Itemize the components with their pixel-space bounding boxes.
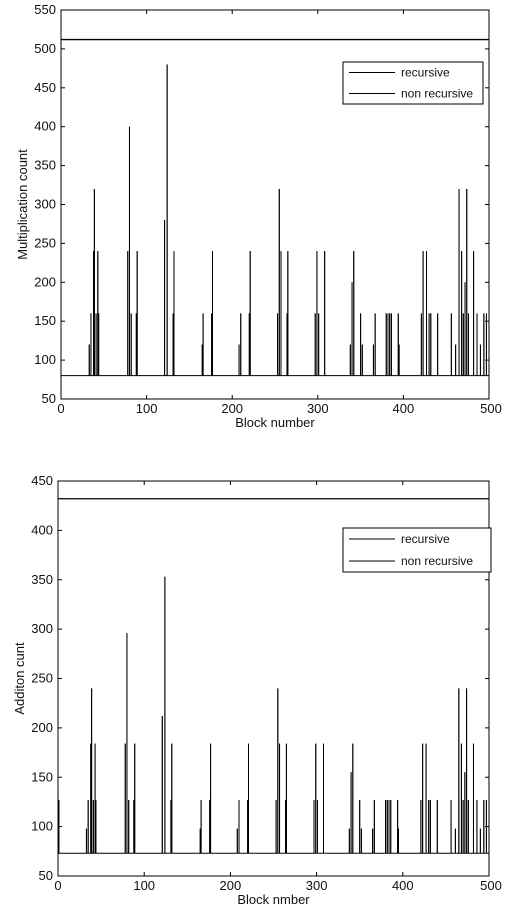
y-axis-ticks: 50 100 150 200 250 300 350 400 450 500 550 [34,2,489,406]
y-tick-label: 400 [31,522,53,537]
y-tick-label: 200 [31,720,53,735]
y-tick-label: 100 [34,352,56,367]
y-tick-label: 250 [34,235,56,250]
y-tick-label: 400 [34,119,56,134]
y-tick-label: 150 [34,313,56,328]
y-tick-label: 450 [31,473,53,488]
legend: recursive non recursive [342,527,492,573]
legend: recursive non recursive [342,61,484,105]
y-tick-label: 550 [34,2,56,17]
x-tick-label: 400 [393,401,415,416]
x-tick-label: 300 [307,401,329,416]
x-tick-label: 100 [136,401,158,416]
y-tick-label: 50 [39,868,53,883]
y-tick-label: 500 [34,41,56,56]
x-tick-label: 500 [480,401,502,416]
x-axis-label: Block number [235,415,315,430]
y-tick-label: 100 [31,819,53,834]
x-tick-label: 400 [392,878,414,893]
x-axis-ticks: 0 100 200 300 400 500 [54,481,502,893]
y-axis-ticks: 50 100 150 200 250 300 350 400 450 [31,473,489,883]
y-tick-label: 200 [34,274,56,289]
x-tick-label: 200 [220,878,242,893]
x-axis-label: Block nmber [237,892,310,907]
x-tick-label: 200 [221,401,243,416]
y-tick-label: 150 [31,769,53,784]
legend-label-non-recursive: non recursive [401,554,473,568]
legend-label-recursive: recursive [401,532,450,546]
x-tick-label: 100 [133,878,155,893]
x-axis-ticks: 0 100 200 300 400 500 [57,10,502,416]
legend-box [342,527,492,573]
legend-label-non-recursive: non recursive [401,87,473,101]
y-tick-label: 300 [34,197,56,212]
series-line-recursive [58,576,489,854]
chart-marks [61,38,489,377]
x-tick-label: 500 [480,878,502,893]
legend-label-recursive: recursive [401,66,450,80]
y-axis-label: Multiplication count [15,149,30,260]
multiplication-chart: 0 100 200 300 400 500 50 100 150 200 250 300 350 400… [15,2,502,430]
x-tick-label: 0 [57,401,64,416]
y-tick-label: 300 [31,621,53,636]
legend-box [342,61,484,105]
addition-chart: 0 100 200 300 400 500 50 100 150 200 250 300 350 400… [12,473,502,907]
y-axis-label: Additon cunt [12,642,27,715]
y-tick-label: 350 [31,572,53,587]
y-tick-label: 350 [34,158,56,173]
x-tick-label: 0 [54,878,61,893]
y-tick-label: 250 [31,671,53,686]
y-tick-label: 50 [42,391,56,406]
y-tick-label: 450 [34,80,56,95]
x-tick-label: 300 [306,878,328,893]
chart-marks [58,498,489,854]
